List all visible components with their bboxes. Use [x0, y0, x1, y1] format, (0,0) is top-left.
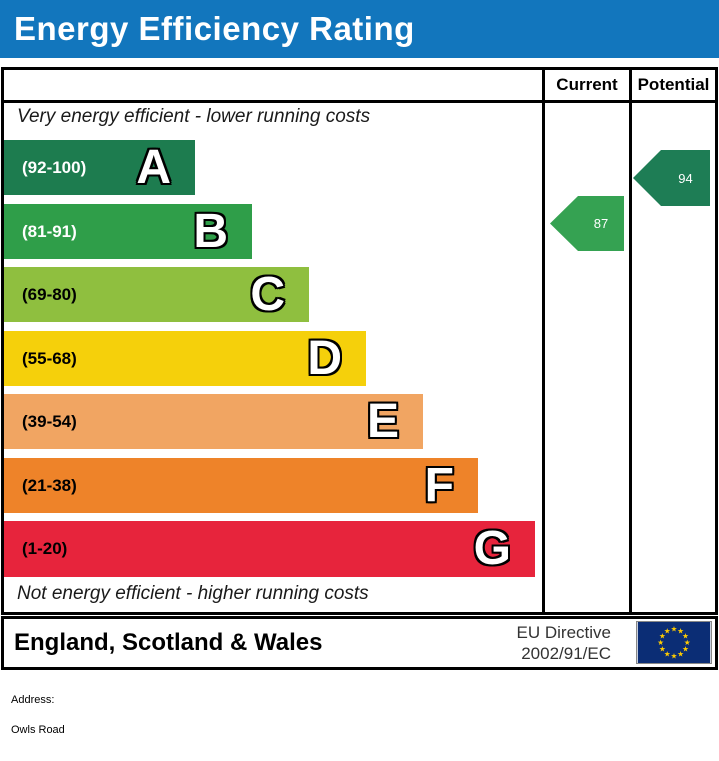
band-e-letter: E	[366, 394, 399, 448]
energy-rating-chart: Current Potential Very energy efficient …	[1, 67, 718, 615]
eu-flag-icon: ★ ★ ★ ★ ★ ★ ★ ★ ★ ★ ★ ★	[636, 621, 712, 664]
column-header-current: Current	[556, 75, 618, 94]
address-line: Owls Road	[11, 724, 65, 736]
band-c-range: (69-80)	[22, 284, 77, 304]
current-rating-arrow: 87	[550, 196, 624, 251]
band-d-range: (55-68)	[22, 348, 77, 368]
band-e: (39-54) E	[4, 394, 423, 449]
title-banner: Energy Efficiency Rating	[0, 0, 719, 58]
column-divider-right	[629, 70, 632, 612]
potential-rating-value: 94	[678, 170, 693, 186]
band-d-letter: D	[307, 331, 342, 385]
band-c-letter: C	[250, 267, 285, 321]
svg-text:★: ★	[682, 631, 689, 640]
eu-directive-line1: EU Directive	[516, 623, 611, 642]
band-a-letter: A	[136, 140, 171, 194]
bottom-caption: Not energy efficient - higher running co…	[17, 583, 369, 604]
address-label: Address:	[11, 694, 55, 706]
region-label: England, Scotland & Wales	[14, 629, 323, 656]
band-b-letter: B	[193, 204, 228, 258]
eu-directive-line2: 2002/91/EC	[521, 644, 611, 663]
footer: England, Scotland & Wales EU Directive 2…	[1, 616, 718, 670]
column-divider-left	[542, 70, 545, 612]
svg-text:★: ★	[664, 650, 671, 659]
column-header-potential: Potential	[637, 75, 710, 94]
band-g-range: (1-20)	[22, 539, 68, 558]
band-b: (81-91) B	[4, 204, 252, 259]
band-g: (1-20) G	[4, 521, 535, 577]
band-a: (92-100) A	[4, 140, 195, 195]
band-b-range: (81-91)	[22, 221, 77, 241]
band-g-letter: G	[473, 522, 511, 575]
header-divider	[4, 100, 715, 103]
band-d: (55-68) D	[4, 331, 366, 386]
svg-text:★: ★	[684, 638, 691, 647]
svg-text:★: ★	[659, 645, 666, 654]
potential-rating-arrow: 94	[633, 150, 710, 206]
svg-text:★: ★	[682, 645, 689, 654]
top-caption: Very energy efficient - lower running co…	[17, 106, 371, 127]
eu-directive-label: EU Directive 2002/91/EC	[517, 622, 611, 664]
band-f: (21-38) F	[4, 458, 478, 513]
band-c: (69-80) C	[4, 267, 309, 322]
band-f-range: (21-38)	[22, 475, 77, 495]
page-title: Energy Efficiency Rating	[14, 10, 415, 47]
svg-text:★: ★	[657, 638, 664, 647]
band-f-letter: F	[424, 458, 454, 512]
svg-text:★: ★	[677, 626, 684, 635]
svg-text:★: ★	[664, 626, 671, 635]
svg-text:★: ★	[671, 625, 678, 634]
svg-text:★: ★	[659, 631, 666, 640]
svg-text:★: ★	[671, 651, 678, 660]
band-e-range: (39-54)	[22, 411, 77, 431]
svg-text:★: ★	[677, 650, 684, 659]
current-rating-value: 87	[593, 216, 609, 231]
band-a-range: (92-100)	[22, 157, 87, 177]
